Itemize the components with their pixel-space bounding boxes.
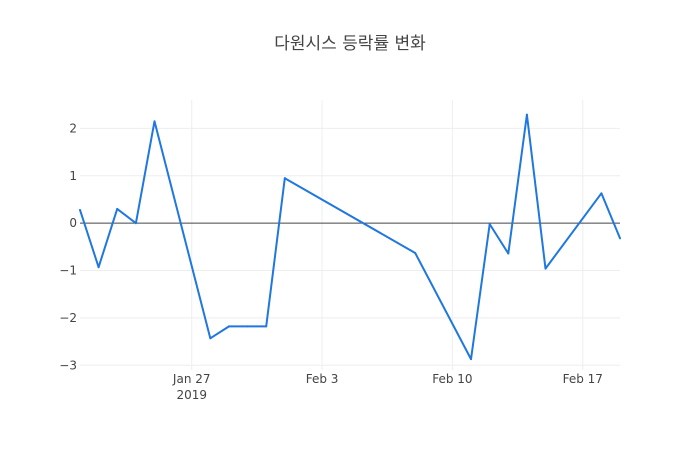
data-point xyxy=(414,252,417,254)
y-tick-label: −2 xyxy=(59,311,77,325)
data-point xyxy=(209,337,212,340)
data-point xyxy=(470,358,473,361)
data-point xyxy=(116,207,119,210)
x-tick-label: Feb 10 xyxy=(432,372,472,386)
chart-title: 다원시스 등락률 변화 xyxy=(274,34,426,54)
data-point xyxy=(265,325,268,328)
data-point xyxy=(153,120,156,123)
grid xyxy=(80,100,620,370)
axis-labels: 2 1 0 −1 −2 −3 Jan 27 2019 Feb 3 Feb 10 Feb 17 xyxy=(59,121,603,402)
x-tick-label: Feb 17 xyxy=(563,372,603,386)
x-tick-label: Jan 27 xyxy=(172,372,211,386)
data-point xyxy=(283,177,286,180)
data-point xyxy=(525,113,528,116)
y-tick-label: −3 xyxy=(59,358,77,372)
data-point xyxy=(79,208,81,211)
data-point xyxy=(488,223,491,226)
y-tick-label: 1 xyxy=(69,169,77,183)
y-tick-label: −1 xyxy=(59,264,77,278)
data-point xyxy=(97,266,100,269)
data-point xyxy=(600,192,603,195)
x-tick-label: Feb 3 xyxy=(306,372,339,386)
data-point xyxy=(507,252,510,255)
y-tick-label: 0 xyxy=(69,216,77,230)
data-point xyxy=(619,237,621,240)
data-point xyxy=(134,222,137,225)
series-line xyxy=(79,113,621,361)
data-point xyxy=(246,325,249,328)
y-tick-label: 2 xyxy=(69,121,77,135)
data-point xyxy=(544,267,547,270)
data-point xyxy=(227,325,230,328)
series-layer xyxy=(79,113,621,361)
x-tick-sublabel: 2019 xyxy=(176,388,207,402)
